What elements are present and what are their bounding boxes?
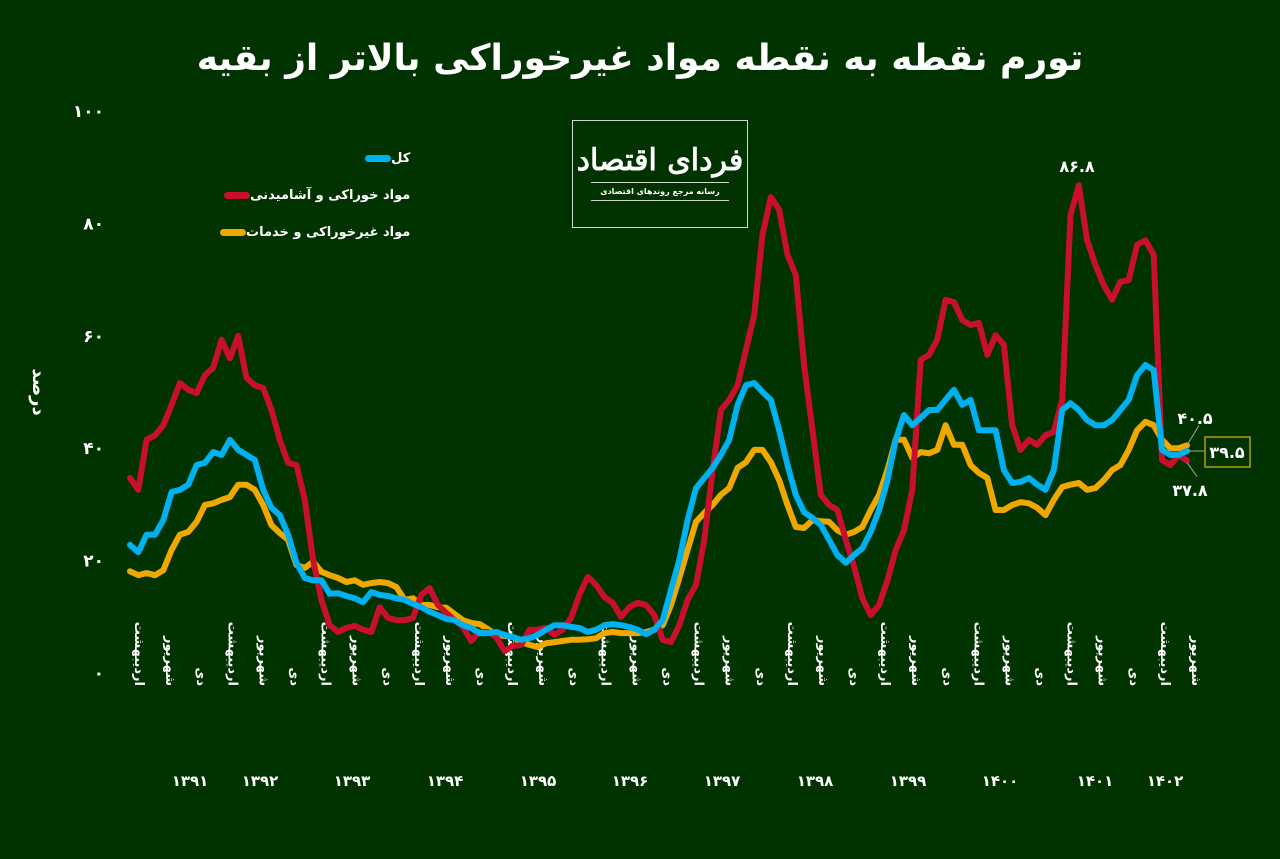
x-tick-label: اردیبهشت xyxy=(318,622,333,686)
x-tick-label: دی xyxy=(660,667,675,686)
legend-swatch-food xyxy=(224,192,251,199)
chart-title: تورم نقطه به نقطه مواد غیرخوراکی بالاتر … xyxy=(196,38,1084,79)
x-year-label: ۱۳۹۶ xyxy=(612,772,649,790)
y-tick-label: ۴۰ xyxy=(83,439,104,459)
legend-item-total: کل xyxy=(218,140,410,177)
end-food-label: ۳۷.۸ xyxy=(1172,481,1208,500)
x-tick-label: شهریور xyxy=(1001,635,1016,686)
x-tick-label: اردیبهشت xyxy=(970,622,985,686)
logo-tagline: رسانه مرجع روندهای اقتصادی xyxy=(600,187,720,196)
legend-label-total: کل xyxy=(391,151,411,166)
y-tick-label: ۶۰ xyxy=(83,327,104,347)
logo: فردای اقتصاد رسانه مرجع روندهای اقتصادی xyxy=(572,120,748,228)
x-year-label: ۱۳۹۳ xyxy=(334,772,371,790)
x-tick-label: دی xyxy=(193,667,208,686)
x-year-label: ۱۳۹۱ xyxy=(172,772,209,790)
x-tick-label: دی xyxy=(753,667,768,686)
x-tick-label: شهریور xyxy=(162,635,177,686)
peak-food-label: ۸۶.۸ xyxy=(1059,157,1095,176)
x-tick-label: دی xyxy=(1033,667,1048,686)
x-tick-label: شهریور xyxy=(908,635,923,686)
x-year-label: ۱۳۹۲ xyxy=(242,772,279,790)
series-line-total xyxy=(127,362,1190,643)
x-tick-label: اردیبهشت xyxy=(691,622,706,686)
y-tick-label: ۰ xyxy=(94,664,104,684)
x-tick-label: اردیبهشت xyxy=(504,622,519,686)
legend-swatch-total xyxy=(365,155,392,162)
leader-line xyxy=(1186,425,1200,446)
x-tick-label: اردیبهشت xyxy=(1157,622,1172,686)
x-tick-label: اردیبهشت xyxy=(224,622,239,686)
x-year-label: ۱۴۰۰ xyxy=(982,772,1019,790)
end-total-box xyxy=(1204,436,1251,468)
x-tick-label: اردیبهشت xyxy=(1064,622,1079,686)
x-tick-label: دی xyxy=(846,667,861,686)
x-tick-label: دی xyxy=(1126,667,1141,686)
x-tick-label: اردیبهشت xyxy=(131,622,146,686)
legend: کل مواد خوراکی و آشامیدنی مواد غیرخوراکی… xyxy=(218,140,410,251)
legend-item-nonfood: مواد غیرخوراکی و خدمات xyxy=(218,214,410,251)
legend-swatch-nonfood xyxy=(220,229,246,236)
x-year-label: ۱۳۹۹ xyxy=(890,772,927,790)
x-year-label: ۱۳۹۵ xyxy=(520,772,557,790)
y-tick-label: ۲۰ xyxy=(83,552,104,572)
x-tick-label: شهریور xyxy=(815,635,830,686)
logo-rule xyxy=(591,182,729,183)
legend-label-food: مواد خوراکی و آشامیدنی xyxy=(250,188,411,203)
x-year-label: ۱۳۹۷ xyxy=(704,772,741,790)
x-tick-label: شهریور xyxy=(349,635,364,686)
x-tick-label: دی xyxy=(566,667,581,686)
end-total-label: ۳۹.۵ xyxy=(1209,443,1245,462)
legend-label-nonfood: مواد غیرخوراکی و خدمات xyxy=(246,225,411,240)
x-tick-label: شهریور xyxy=(1188,635,1203,686)
x-tick-label: شهریور xyxy=(1095,635,1110,686)
y-axis-label: درصد xyxy=(28,368,49,415)
x-year-label: ۱۴۰۲ xyxy=(1147,772,1184,790)
y-tick-label: ۱۰۰ xyxy=(73,102,104,122)
logo-name: فردای اقتصاد xyxy=(576,143,744,178)
x-year-label: ۱۴۰۱ xyxy=(1077,772,1114,790)
leader-line xyxy=(1186,462,1198,477)
x-tick-label: دی xyxy=(380,667,395,686)
y-tick-label: ۸۰ xyxy=(83,214,104,234)
x-tick-label: دی xyxy=(473,667,488,686)
x-tick-label: دی xyxy=(939,667,954,686)
legend-item-food: مواد خوراکی و آشامیدنی xyxy=(218,177,410,214)
x-tick-label: شهریور xyxy=(442,635,457,686)
x-year-label: ۱۳۹۸ xyxy=(797,772,834,790)
x-year-label: ۱۳۹۴ xyxy=(427,772,464,790)
series-line-food xyxy=(127,182,1190,655)
x-tick-label: اردیبهشت xyxy=(877,622,892,686)
x-tick-label: شهریور xyxy=(255,635,270,686)
x-tick-label: اردیبهشت xyxy=(784,622,799,686)
end-nonfood-label: ۴۰.۵ xyxy=(1177,409,1213,428)
x-tick-label: اردیبهشت xyxy=(411,622,426,686)
x-tick-label: شهریور xyxy=(628,635,643,686)
x-tick-label: شهریور xyxy=(722,635,737,686)
x-tick-label: دی xyxy=(286,667,301,686)
logo-rule xyxy=(591,200,729,201)
